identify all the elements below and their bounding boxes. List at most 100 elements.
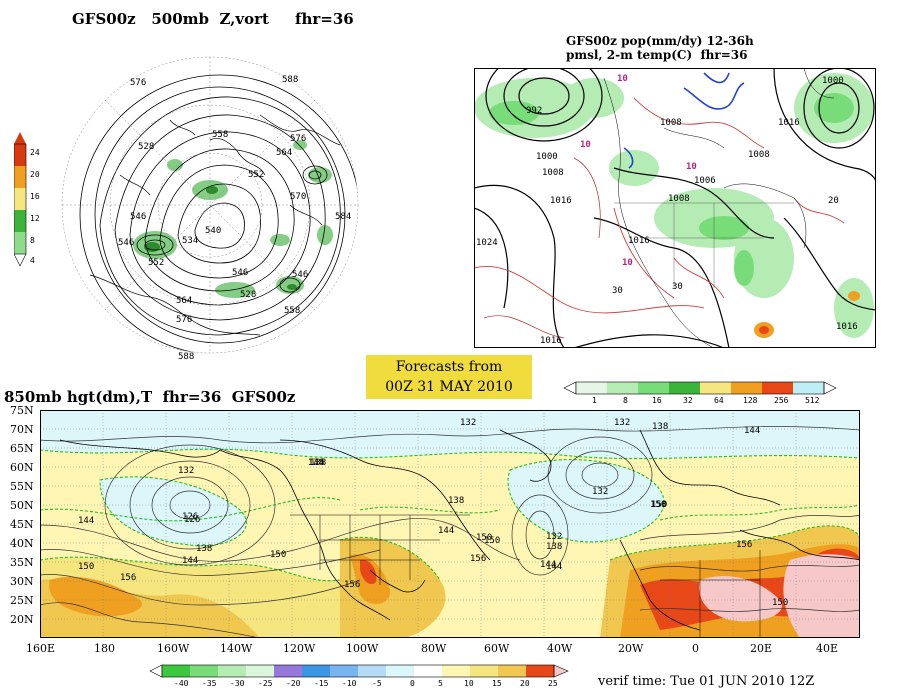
main-contour-label: 144 bbox=[308, 458, 325, 468]
pop-pressure-label: 1016 bbox=[550, 196, 572, 206]
pop-cb-label-32: 32 bbox=[683, 396, 693, 405]
polar-contour-label: 546 bbox=[232, 268, 249, 278]
polar-contour-label: 546 bbox=[292, 270, 309, 280]
pop-pressure-label: 1016 bbox=[836, 322, 858, 332]
lon-label-160w: 160W bbox=[157, 642, 190, 655]
main-map-title: 850mb hgt(dm),T fhr=36 GFS00z bbox=[4, 388, 296, 406]
polar-contour-label: 534 bbox=[182, 236, 199, 246]
pop-cb-label-16: 16 bbox=[652, 396, 662, 405]
main-contour-label: 150 bbox=[650, 500, 667, 510]
main-contour-label: 144 bbox=[744, 426, 761, 436]
main-contour-label: 150 bbox=[270, 550, 287, 560]
main-contour-label: 150 bbox=[484, 536, 501, 546]
lat-label-75n: 75N bbox=[10, 404, 34, 417]
temp-cb-label: -5 bbox=[372, 679, 382, 688]
polar-cb-label-24: 24 bbox=[30, 148, 40, 157]
polar-stereographic-map bbox=[61, 56, 359, 354]
forecast-init-box: Forecasts from 00Z 31 MAY 2010 bbox=[366, 355, 532, 399]
pop-pressure-label: 1016 bbox=[628, 236, 650, 246]
main-contour-label: 138 bbox=[310, 458, 327, 468]
main-contour-label: 144 bbox=[438, 526, 455, 536]
main-contour-label: 132 bbox=[178, 466, 195, 476]
main-contour-label: 138 bbox=[652, 422, 669, 432]
lon-label-20w: 20W bbox=[618, 642, 644, 655]
main-contour-label: 138 bbox=[196, 544, 213, 554]
pop-cb-label-1: 1 bbox=[592, 396, 597, 405]
pop-cb-label-8: 8 bbox=[623, 396, 628, 405]
polar-contour-label: 564 bbox=[176, 296, 193, 306]
pop-temp-label: 10 bbox=[622, 258, 633, 268]
pop-pressure-label: 1016 bbox=[778, 118, 800, 128]
polar-contour-label: 584 bbox=[335, 212, 352, 222]
temp-cb-label: 10 bbox=[464, 679, 474, 688]
temp-cb-label: -25 bbox=[258, 679, 273, 688]
lat-label-65n: 65N bbox=[10, 442, 34, 455]
forecast-init-line2: 00Z 31 MAY 2010 bbox=[385, 379, 513, 395]
pop-pressure-label: 1008 bbox=[668, 194, 690, 204]
polar-colorbar bbox=[14, 132, 27, 267]
polar-contour-label: 576 bbox=[290, 134, 307, 144]
temp-cb-label: 20 bbox=[520, 679, 530, 688]
lon-label-40e: 40E bbox=[816, 642, 839, 655]
main-contour-label: 126 bbox=[184, 515, 201, 525]
pop-cb-label-128: 128 bbox=[743, 396, 758, 405]
pop-temp-label: 30 bbox=[612, 286, 623, 296]
main-contour-label: 150 bbox=[772, 598, 789, 608]
lat-label-30n: 30N bbox=[10, 575, 34, 588]
pop-pressure-label: 1024 bbox=[476, 238, 498, 248]
main-contour-label: 132 bbox=[460, 418, 477, 428]
polar-contour-label: 528 bbox=[138, 142, 155, 152]
main-contour-label: 150 bbox=[651, 500, 668, 510]
main-contour-label: 156 bbox=[470, 554, 487, 564]
main-contour-label: 132 bbox=[546, 532, 563, 542]
lon-label-60w: 60W bbox=[484, 642, 510, 655]
pop-pressure-label: 1000 bbox=[536, 152, 558, 162]
polar-contour-label: 546 bbox=[130, 212, 147, 222]
lat-label-55n: 55N bbox=[10, 480, 34, 493]
polar-contour-label: 552 bbox=[248, 170, 265, 180]
main-contour-label: 156 bbox=[120, 573, 137, 583]
polar-contour-label: 588 bbox=[282, 75, 299, 85]
temp-cb-label: 5 bbox=[438, 679, 443, 688]
main-850mb-map bbox=[40, 410, 860, 638]
pop-colorbar bbox=[563, 381, 837, 395]
temp-cb-label: -30 bbox=[230, 679, 245, 688]
lat-label-50n: 50N bbox=[10, 499, 34, 512]
lat-label-70n: 70N bbox=[10, 423, 34, 436]
lon-label-140w: 140W bbox=[220, 642, 253, 655]
polar-contour-label: 558 bbox=[212, 130, 229, 140]
polar-contour-label: 552 bbox=[148, 258, 165, 268]
main-contour-label: 138 bbox=[546, 542, 563, 552]
main-contour-label: 144 bbox=[182, 556, 199, 566]
lat-label-25n: 25N bbox=[10, 594, 34, 607]
lat-label-20n: 20N bbox=[10, 613, 34, 626]
lat-label-40n: 40N bbox=[10, 537, 34, 550]
pop-cb-label-256: 256 bbox=[774, 396, 789, 405]
pop-pressure-label: 1008 bbox=[542, 168, 564, 178]
main-contour-label: 150 bbox=[78, 562, 95, 572]
polar-contour-label: 546 bbox=[118, 238, 135, 248]
pop-temp-label: 30 bbox=[672, 282, 683, 292]
lon-label-20e: 20E bbox=[750, 642, 773, 655]
temp-cb-label: -40 bbox=[174, 679, 189, 688]
main-contour-label: 144 bbox=[546, 562, 563, 572]
pop-pressure-label: 1016 bbox=[540, 336, 562, 346]
lon-label-80w: 80W bbox=[421, 642, 447, 655]
polar-contour-label: 558 bbox=[284, 306, 301, 316]
main-contour-label: 144 bbox=[78, 516, 95, 526]
pop-panel-title-line1: GFS00z pop(mm/dy) 12-36h bbox=[566, 34, 754, 48]
lat-label-35n: 35N bbox=[10, 556, 34, 569]
lon-label-0: 0 bbox=[692, 642, 699, 655]
pop-panel-title-line2: pmsl, 2-m temp(C) fhr=36 bbox=[566, 48, 748, 62]
temp-cb-label: 15 bbox=[492, 679, 502, 688]
polar-cb-label-8: 8 bbox=[30, 236, 35, 245]
pop-pressure-label: 1008 bbox=[748, 150, 770, 160]
lon-label-180: 180 bbox=[94, 642, 115, 655]
temp-cb-label: 25 bbox=[548, 679, 558, 688]
main-contour-label: 156 bbox=[736, 540, 753, 550]
pop-temp-label: 20 bbox=[828, 196, 839, 206]
pop-temp-label: 10 bbox=[580, 140, 591, 150]
pop-temp-label: 10 bbox=[617, 74, 628, 84]
polar-contour-label: 570 bbox=[290, 192, 307, 202]
pop-cb-label-64: 64 bbox=[714, 396, 724, 405]
